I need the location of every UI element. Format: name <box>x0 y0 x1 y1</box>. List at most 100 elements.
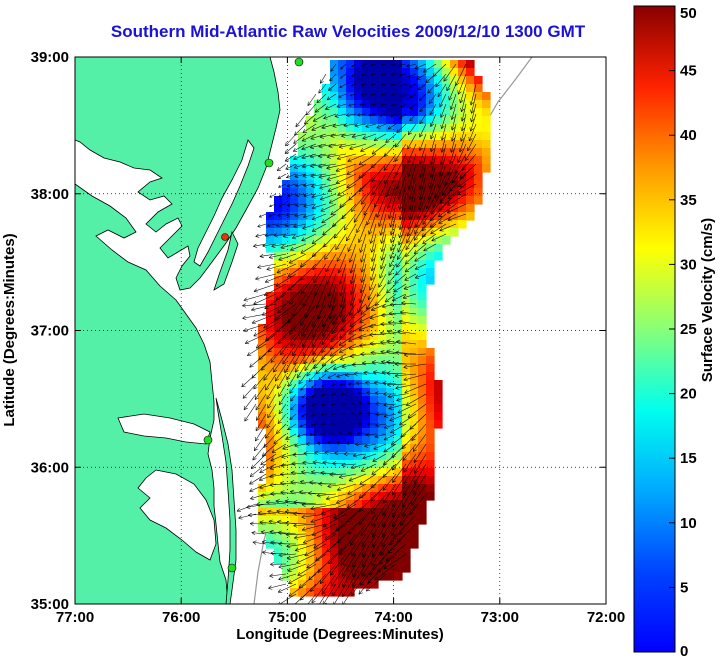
velocity-vector <box>377 203 387 227</box>
velocity-cell <box>354 500 363 509</box>
velocity-cell <box>474 76 483 85</box>
velocity-vector <box>397 403 417 414</box>
velocity-vector <box>386 339 407 345</box>
velocity-cell <box>410 124 419 133</box>
velocity-vector <box>449 133 457 153</box>
velocity-vector <box>368 213 377 235</box>
velocity-cell <box>410 220 419 229</box>
lon-tick-label: 77:00 <box>56 609 94 626</box>
radar-station-highlight <box>221 233 229 241</box>
velocity-cell <box>426 180 435 189</box>
velocity-cell <box>266 420 275 429</box>
velocity-cell <box>442 188 451 197</box>
velocity-vector <box>321 323 337 346</box>
velocity-vector <box>341 462 357 468</box>
velocity-vector <box>391 93 397 96</box>
velocity-vector <box>336 153 357 161</box>
velocity-cell <box>426 348 435 357</box>
velocity-cell <box>266 244 275 253</box>
velocity-cell <box>370 68 379 77</box>
velocity-cell <box>370 220 379 229</box>
velocity-cell <box>426 460 435 469</box>
velocity-vector <box>398 113 407 120</box>
velocity-cell <box>370 356 379 365</box>
velocity-cell <box>330 316 339 325</box>
map-gridlines <box>75 57 606 604</box>
velocity-cell <box>354 436 363 445</box>
velocity-cell <box>322 148 331 157</box>
velocity-cell <box>370 332 379 341</box>
velocity-cell <box>386 420 395 429</box>
velocity-vector <box>384 413 397 418</box>
velocity-cell <box>274 412 283 421</box>
velocity-cell <box>266 428 275 437</box>
velocity-vector <box>291 461 307 466</box>
velocity-cell <box>274 452 283 461</box>
velocity-cell <box>362 196 371 205</box>
velocity-cell <box>322 508 331 517</box>
velocity-vector <box>262 243 277 248</box>
current-vectors <box>236 63 477 604</box>
velocity-cell <box>410 300 419 309</box>
velocity-vector <box>348 293 357 316</box>
velocity-cell <box>370 348 379 357</box>
velocity-cell <box>338 276 347 285</box>
velocity-vector <box>278 253 297 261</box>
velocity-cell <box>274 500 283 509</box>
velocity-cell <box>394 308 403 317</box>
velocity-cell <box>402 220 411 229</box>
velocity-cell <box>386 292 395 301</box>
velocity-vector <box>293 533 317 540</box>
velocity-vector <box>264 233 277 238</box>
velocity-vector <box>401 493 417 517</box>
velocity-cell <box>282 532 291 541</box>
velocity-cell <box>402 260 411 269</box>
velocity-vector <box>469 83 477 106</box>
velocity-cell <box>434 76 443 85</box>
velocity-vector <box>311 233 327 245</box>
velocity-cell <box>354 124 363 133</box>
velocity-vector <box>404 273 417 281</box>
velocity-cell <box>418 388 427 397</box>
velocity-vector <box>349 263 357 285</box>
velocity-vector <box>290 243 307 252</box>
velocity-cell <box>482 132 491 141</box>
velocity-cell <box>274 356 283 365</box>
velocity-cell <box>370 564 379 573</box>
velocity-cell <box>338 236 347 245</box>
velocity-cell <box>402 484 411 493</box>
velocity-cell <box>290 244 299 253</box>
velocity-vector <box>301 523 327 532</box>
velocity-vector <box>338 263 347 285</box>
velocity-cell <box>370 516 379 525</box>
velocity-vector <box>321 403 327 407</box>
velocity-cell <box>346 244 355 253</box>
velocity-cell <box>282 460 291 469</box>
velocity-cell <box>314 476 323 485</box>
velocity-cell <box>418 316 427 325</box>
velocity-cell <box>274 420 283 429</box>
velocity-vector <box>350 353 367 359</box>
velocity-cell <box>434 140 443 149</box>
velocity-cell <box>418 172 427 181</box>
velocity-cell <box>394 76 403 85</box>
velocity-vector <box>418 153 427 178</box>
velocity-cell <box>402 468 411 477</box>
velocity-cell <box>426 444 435 453</box>
velocity-cell <box>354 148 363 157</box>
velocity-vector <box>357 391 367 395</box>
velocity-vector <box>380 223 387 244</box>
velocity-cell <box>370 252 379 261</box>
velocity-cell <box>394 252 403 261</box>
velocity-vector <box>428 93 437 105</box>
velocity-cell <box>354 508 363 517</box>
velocity-vector <box>299 303 317 326</box>
velocity-cell <box>410 388 419 397</box>
velocity-cell <box>346 324 355 333</box>
velocity-vector <box>385 133 397 143</box>
velocity-cell <box>370 500 379 509</box>
velocity-cell <box>418 324 427 333</box>
velocity-cell <box>426 372 435 381</box>
velocity-cell <box>362 540 371 549</box>
velocity-vector <box>403 473 417 496</box>
